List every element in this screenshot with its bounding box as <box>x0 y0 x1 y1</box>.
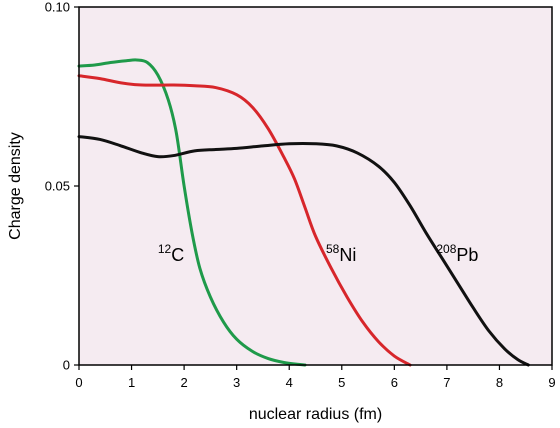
y-tick-label: 0.10 <box>45 0 70 15</box>
x-tick-label: 9 <box>548 375 555 390</box>
x-tick-label: 2 <box>180 375 187 390</box>
x-tick-label: 6 <box>391 375 398 390</box>
curve-label-mass: 208 <box>436 242 456 256</box>
x-tick-label: 3 <box>233 375 240 390</box>
series-layer <box>77 58 530 367</box>
y-tick-label: 0 <box>63 358 70 373</box>
curve-label-symbol: Pb <box>456 245 478 265</box>
x-tick-label: 5 <box>338 375 345 390</box>
plot-background <box>79 7 552 365</box>
y-axis-title: Charge density <box>7 132 24 240</box>
curve-label-2: 208Pb <box>436 242 478 265</box>
curve-labels: 12C 58Ni 208Pb <box>158 242 479 265</box>
series-line-0 <box>77 58 307 367</box>
curve-label-mass: 58 <box>326 242 340 256</box>
y-tick-label: 0.05 <box>45 179 70 194</box>
curve-label-1: 58Ni <box>326 242 356 265</box>
curve-label-symbol: Ni <box>339 245 356 265</box>
x-axis-title: nuclear radius (fm) <box>249 406 382 423</box>
x-tick-label: 8 <box>496 375 503 390</box>
x-tick-label: 1 <box>128 375 135 390</box>
x-axis-ticks: 0 1 2 3 4 5 6 7 8 9 <box>75 365 556 390</box>
series-line-1 <box>77 74 412 367</box>
y-axis-ticks: 0 0.05 0.10 <box>45 0 79 373</box>
curve-label-0: 12C <box>158 242 184 265</box>
x-tick-label: 7 <box>443 375 450 390</box>
x-tick-label: 0 <box>75 375 82 390</box>
curve-label-mass: 12 <box>158 242 172 256</box>
series-line-2 <box>77 135 530 367</box>
curve-label-symbol: C <box>171 245 184 265</box>
x-tick-label: 4 <box>286 375 293 390</box>
